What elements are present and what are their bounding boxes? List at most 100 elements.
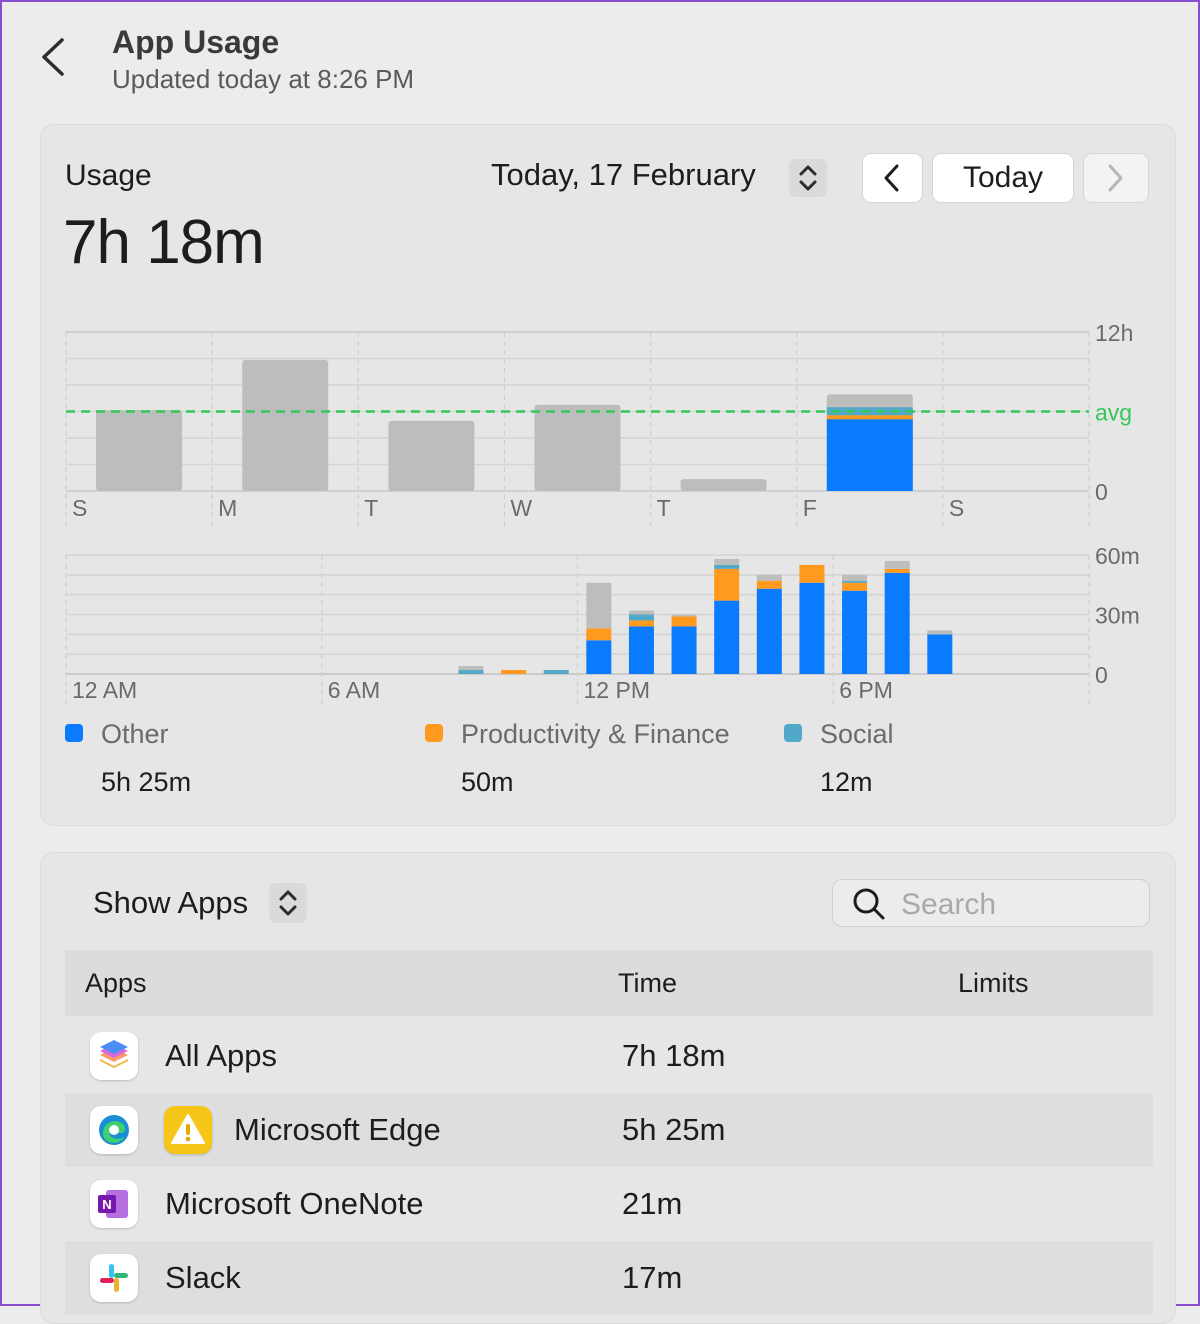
- usage-label: Usage: [65, 159, 152, 192]
- chevron-right-icon: [1108, 164, 1123, 192]
- week-x-tick-label: S: [72, 495, 87, 521]
- legend-category-name: Other: [101, 719, 169, 749]
- hour-bar-segment: [884, 568, 910, 573]
- hour-bar-segment: [671, 626, 697, 674]
- hour-bar-segment: [586, 582, 612, 629]
- svg-text:N: N: [102, 1197, 111, 1212]
- hour-bar-segment: [714, 600, 740, 674]
- usage-total: 7h 18m: [63, 208, 265, 277]
- legend-category-value: 50m: [461, 767, 514, 797]
- app-time: 7h 18m: [622, 1038, 726, 1073]
- weekly-usage-chart: 12h avg 0 S M T W T F S 60m 30m 0 12 AM 6 AM 12 PM 6 PM: [65, 320, 1140, 704]
- legend-swatch: [784, 724, 802, 742]
- hour-bar-segment: [586, 640, 612, 674]
- hour-bar-segment: [714, 568, 740, 601]
- legend-category-value: 12m: [820, 767, 873, 797]
- week-x-tick-label: T: [657, 495, 671, 521]
- hour-bar-segment: [927, 630, 953, 635]
- back-button[interactable]: [32, 32, 76, 82]
- legend-category-name: Productivity & Finance: [461, 719, 730, 749]
- hour-bar-segment: [756, 574, 782, 581]
- usage-card: Usage 7h 18m Today, 17 February Today 12…: [40, 124, 1176, 826]
- page-title: App Usage: [112, 24, 280, 60]
- column-header-limits[interactable]: Limits: [958, 968, 1029, 998]
- legend-swatch: [425, 724, 443, 742]
- week-bar-today-segment: [826, 415, 913, 420]
- hour-bar-segment: [543, 670, 569, 674]
- week-x-tick-label: W: [510, 495, 532, 521]
- app-time: 17m: [622, 1260, 683, 1295]
- date-stepper[interactable]: [789, 159, 827, 197]
- hour-bar-segment: [884, 572, 910, 674]
- legend-swatch: [65, 724, 83, 742]
- table-row-microsoft-edge[interactable]: Microsoft Edge 5h 25m: [65, 1093, 1153, 1167]
- week-y-tick-label: 0: [1095, 479, 1108, 505]
- table-row-all-apps[interactable]: All Apps 7h 18m: [65, 1019, 1153, 1093]
- hour-x-tick-label: 6 PM: [839, 677, 893, 703]
- page-header: App Usage Updated today at 8:26 PM: [2, 2, 1198, 112]
- week-bar: [242, 359, 329, 491]
- week-x-tick-label: T: [364, 495, 378, 521]
- chevron-up-down-icon: [799, 165, 817, 191]
- search-input[interactable]: Search: [832, 879, 1150, 927]
- today-button[interactable]: Today: [932, 153, 1074, 203]
- hour-bar-segment: [756, 580, 782, 589]
- app-time: 5h 25m: [622, 1112, 726, 1147]
- chevron-left-icon: [884, 164, 899, 192]
- hour-bar-segment: [714, 564, 740, 569]
- show-apps-label: Show Apps: [93, 885, 249, 920]
- app-name: Microsoft Edge: [234, 1112, 441, 1147]
- hour-bar-segment: [501, 670, 527, 674]
- date-label: Today, 17 February: [491, 157, 756, 192]
- hour-x-tick-label: 12 AM: [72, 677, 137, 703]
- hour-bar-segment: [671, 616, 697, 627]
- week-x-tick-label: S: [949, 495, 964, 521]
- app-name: Microsoft OneNote: [165, 1186, 424, 1221]
- hour-bar-segment: [884, 560, 910, 569]
- week-y-tick-label: avg: [1095, 400, 1132, 426]
- microsoft-onenote-icon: N: [90, 1180, 138, 1228]
- hour-y-tick-label: 60m: [1095, 543, 1140, 569]
- hour-y-tick-label: 0: [1095, 662, 1108, 688]
- search-icon: [853, 888, 885, 920]
- week-y-tick-label: 12h: [1095, 320, 1133, 346]
- previous-day-button[interactable]: [862, 153, 923, 203]
- hour-bar-segment: [842, 574, 868, 581]
- hour-bar-segment: [927, 634, 953, 674]
- warning-icon[interactable]: [164, 1106, 212, 1154]
- hour-bar-segment: [628, 626, 654, 674]
- app-name: All Apps: [165, 1038, 278, 1073]
- apps-card: Show Apps Search Apps Time Limits All Ap…: [40, 852, 1176, 1324]
- column-header-time[interactable]: Time: [618, 968, 677, 998]
- column-header-apps[interactable]: Apps: [85, 968, 147, 998]
- hour-bar-segment: [714, 558, 740, 565]
- hour-bar-segment: [756, 588, 782, 674]
- hour-bar-segment: [628, 620, 654, 627]
- page-subtitle: Updated today at 8:26 PM: [112, 64, 415, 94]
- hour-bar-segment: [799, 582, 825, 674]
- hour-bar-segment: [671, 614, 697, 617]
- search-placeholder: Search: [901, 888, 997, 921]
- hour-x-tick-label: 6 AM: [328, 677, 380, 703]
- slack-icon: [90, 1254, 138, 1302]
- hour-bar-segment: [842, 590, 868, 674]
- app-name: Slack: [165, 1260, 241, 1295]
- chevron-left-icon: [42, 38, 64, 76]
- hour-bar-segment: [458, 666, 484, 671]
- week-bar-today-segment: [826, 419, 913, 491]
- hour-y-tick-label: 30m: [1095, 603, 1140, 629]
- hour-bar-segment: [842, 582, 868, 591]
- table-row-slack[interactable]: Slack 17m: [65, 1241, 1153, 1315]
- show-apps-stepper[interactable]: [269, 883, 307, 923]
- week-bar: [96, 410, 183, 491]
- table-header: Apps Time Limits: [65, 950, 1153, 1016]
- week-bar: [534, 404, 621, 491]
- hour-bar-segment: [458, 670, 484, 674]
- hour-x-tick-label: 12 PM: [584, 677, 650, 703]
- week-x-tick-label: F: [803, 495, 817, 521]
- hour-bar-segment: [628, 614, 654, 621]
- hour-bar-segment: [628, 610, 654, 615]
- next-day-button[interactable]: [1083, 153, 1149, 203]
- all-apps-icon: [90, 1032, 138, 1080]
- table-row-microsoft-onenote[interactable]: N Microsoft OneNote 21m: [65, 1167, 1153, 1241]
